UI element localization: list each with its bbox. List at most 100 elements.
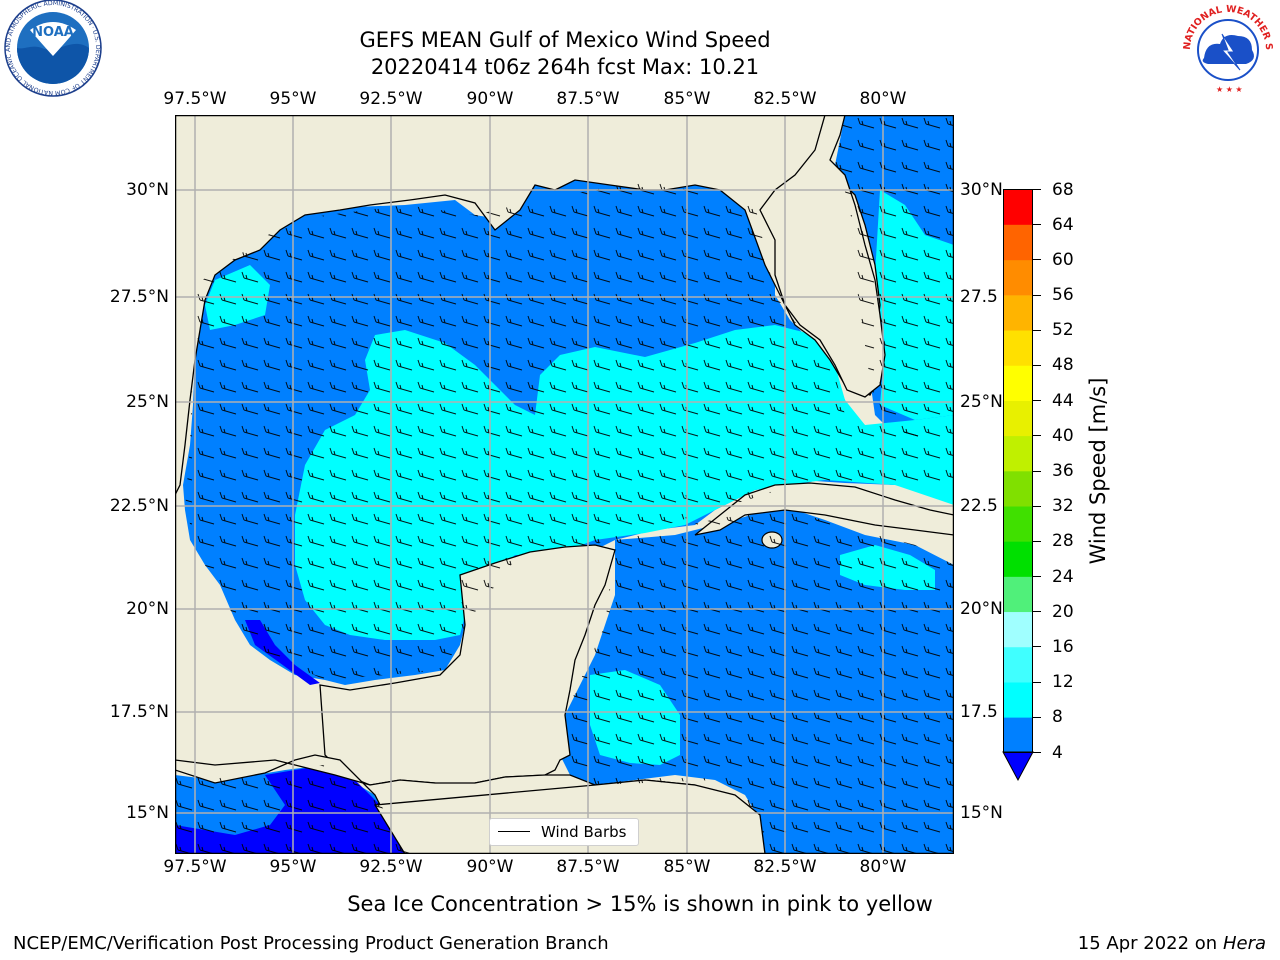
colorbar-band — [1003, 365, 1033, 401]
colorbar-outline — [1003, 189, 1033, 753]
lat-label-right: 22.5 — [960, 496, 998, 516]
wind-barbs — [185, 180, 954, 680]
colorbar-tick-label: 28 — [1052, 531, 1074, 552]
colorbar-tick-label: 60 — [1052, 249, 1074, 270]
svg-text:NOAA: NOAA — [32, 25, 74, 40]
colorbar-tick-mark — [1033, 752, 1041, 753]
colorbar-tick-mark — [1033, 364, 1041, 366]
colorbar-tick-mark — [1033, 435, 1041, 437]
colorbar-tick-label: 56 — [1052, 285, 1074, 306]
lon-label-bottom: 97.5°W — [163, 857, 227, 877]
wind-barbs — [565, 507, 954, 854]
colorbar-band — [1003, 330, 1033, 366]
lon-label-bottom: 90°W — [466, 857, 514, 877]
wind-barbs — [835, 115, 954, 445]
lat-label-right: 17.5 — [960, 702, 998, 722]
lat-label-right: 20°N — [960, 599, 1003, 619]
lon-label-top: 90°W — [466, 89, 514, 109]
colorbar-tick-mark — [1033, 716, 1041, 718]
lat-label-left: 30°N — [126, 180, 169, 200]
colorbar-band — [1003, 259, 1033, 296]
svg-text:★ ★ ★: ★ ★ ★ — [1216, 85, 1243, 94]
lat-label-right: 25°N — [960, 392, 1003, 412]
colorbar — [1002, 189, 1034, 782]
colorbar-tick-mark — [1033, 189, 1041, 190]
graticule — [175, 115, 954, 854]
colorbar-band — [1003, 295, 1033, 331]
colorbar-tick-label: 20 — [1052, 601, 1074, 622]
date-line: 15 Apr 2022 on Hera — [1078, 933, 1266, 955]
colorbar-tick-label: 36 — [1052, 461, 1074, 481]
wind-speed-map — [175, 115, 954, 854]
legend-line — [498, 831, 530, 832]
chart-subtitle: 20220414 t06z 264h fcst Max: 10.21 — [370, 55, 760, 79]
colorbar-tick-mark — [1033, 611, 1041, 613]
lon-label-bottom: 95°W — [269, 857, 317, 877]
colorbar-band — [1003, 400, 1033, 437]
colorbar-band — [1003, 682, 1033, 718]
colorbar-tick-label: 68 — [1052, 179, 1074, 200]
colorbar-tick-mark — [1033, 400, 1041, 402]
ice-note-text: Sea Ice Concentration > 15% is shown in … — [347, 892, 933, 916]
lat-label-left: 22.5°N — [109, 496, 169, 516]
lat-label-left: 17.5°N — [109, 702, 169, 722]
colorbar-band — [1003, 506, 1033, 542]
lon-label-top: 92.5°W — [359, 89, 423, 109]
ice-note: Sea Ice Concentration > 15% is shown in … — [0, 892, 1280, 916]
lat-label-left: 15°N — [126, 803, 169, 823]
colorbar-tick-mark — [1033, 259, 1041, 261]
lat-label-right: 27.5 — [960, 287, 998, 307]
colorbar-tick-mark — [1033, 329, 1041, 331]
lat-label-left: 25°N — [126, 392, 169, 412]
colorbar-band — [1003, 189, 1033, 225]
lat-label-right: 30°N — [960, 180, 1003, 200]
lon-label-bottom: 80°W — [859, 857, 907, 877]
lon-label-top: 87.5°W — [556, 89, 620, 109]
map-legend: Wind Barbs — [489, 818, 639, 846]
colorbar-band — [1003, 646, 1033, 683]
colorbar-tick-label: 44 — [1052, 390, 1074, 411]
colorbar-tick-label: 4 — [1052, 742, 1063, 763]
colorbar-tick-mark — [1033, 646, 1041, 648]
lon-label-top: 97.5°W — [163, 89, 227, 109]
colorbar-band — [1003, 224, 1033, 261]
colorbar-tick-mark — [1033, 576, 1041, 578]
colorbar-band — [1003, 471, 1033, 507]
lat-label-left: 27.5°N — [109, 287, 169, 307]
colorbar-tick-label: 12 — [1052, 672, 1074, 693]
colorbar-label: Wind Speed [m/s] — [1086, 377, 1110, 565]
colorbar-tick-label: 8 — [1052, 707, 1063, 728]
lon-label-bottom: 85°W — [663, 857, 711, 877]
colorbar-tick-label: 64 — [1052, 214, 1074, 235]
date-text: 15 Apr 2022 on — [1077, 933, 1223, 954]
machine-name: Hera — [1222, 933, 1266, 954]
colorbar-tick-label: 40 — [1052, 425, 1074, 446]
colorbar-tick-mark — [1033, 470, 1041, 472]
lon-label-bottom: 87.5°W — [556, 857, 620, 877]
colorbar-band — [1003, 435, 1033, 472]
colorbar-tick-label: 16 — [1052, 636, 1074, 657]
nws-logo: NATIONAL WEATHER SERVICE ★ ★ ★ — [1176, 0, 1275, 97]
lon-label-top: 80°W — [859, 89, 907, 109]
legend-label: Wind Barbs — [541, 823, 627, 841]
colorbar-tick-label: 32 — [1052, 496, 1074, 517]
colorbar-tick-mark — [1033, 294, 1041, 296]
colorbar-band — [1003, 541, 1033, 577]
colorbar-band — [1003, 717, 1033, 753]
lon-label-top: 95°W — [269, 89, 317, 109]
lon-label-top: 82.5°W — [753, 89, 817, 109]
colorbar-tick-label: 24 — [1052, 566, 1074, 587]
lon-label-bottom: 92.5°W — [359, 857, 423, 877]
colorbar-tick-mark — [1033, 681, 1041, 683]
lat-label-right: 15°N — [960, 803, 1003, 823]
colorbar-tick-mark — [1033, 540, 1041, 542]
colorbar-tick-mark — [1033, 224, 1041, 226]
colorbar-tick-label: 52 — [1052, 320, 1074, 341]
lat-label-left: 20°N — [126, 599, 169, 619]
chart-title: GEFS MEAN Gulf of Mexico Wind Speed — [359, 28, 771, 52]
credit-line: NCEP/EMC/Verification Post Processing Pr… — [13, 933, 609, 954]
lon-label-bottom: 82.5°W — [753, 857, 817, 877]
colorbar-band — [1003, 611, 1033, 648]
colorbar-tick-label: 48 — [1052, 355, 1074, 376]
noaa-logo: NATIONAL OCEANIC AND ATMOSPHERIC ADMINIS… — [2, 0, 102, 97]
